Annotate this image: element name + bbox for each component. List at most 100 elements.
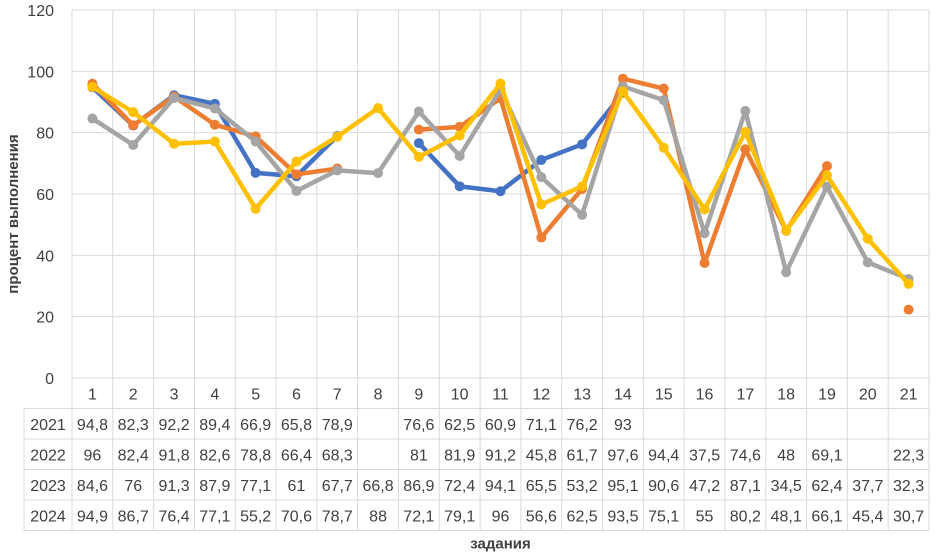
data-point (169, 93, 180, 104)
data-label: 66,4 (281, 447, 312, 464)
data-label: 87,9 (199, 478, 230, 495)
data-label: 93,5 (607, 508, 638, 525)
data-label: 45,4 (852, 508, 883, 525)
data-point (658, 142, 669, 153)
data-label: 62,4 (811, 478, 842, 495)
data-point (740, 144, 751, 155)
data-label: 82,4 (118, 447, 149, 464)
data-point (903, 304, 914, 315)
data-label: 76 (124, 478, 142, 495)
data-label: 94,9 (77, 508, 108, 525)
legend-entry-2021: 2021 (30, 417, 66, 434)
data-label: 66,8 (363, 478, 394, 495)
data-label: 61 (288, 478, 306, 495)
y-tick-label: 40 (36, 248, 54, 265)
data-point (169, 138, 180, 149)
x-tick-label: 1 (88, 386, 97, 403)
x-tick-label: 9 (414, 386, 423, 403)
data-label: 90,6 (648, 478, 679, 495)
y-tick-label: 100 (27, 64, 54, 81)
x-tick-label: 14 (614, 386, 632, 403)
data-point (454, 150, 465, 161)
data-point (128, 120, 139, 131)
data-label: 93 (614, 417, 632, 434)
data-point (291, 169, 302, 180)
data-point (413, 124, 424, 135)
data-point (536, 199, 547, 210)
data-point (413, 106, 424, 117)
data-point (658, 83, 669, 94)
data-label: 76,6 (403, 417, 434, 434)
data-label: 56,6 (526, 508, 557, 525)
legend-entry-2022: 2022 (30, 447, 66, 464)
data-label: 97,6 (607, 447, 638, 464)
data-label: 78,7 (322, 508, 353, 525)
x-axis-label: задания (470, 536, 531, 553)
data-point (128, 139, 139, 150)
data-label: 68,3 (322, 447, 353, 464)
data-point (209, 136, 220, 147)
data-label: 88 (369, 508, 387, 525)
series-line-2023 (90, 84, 911, 282)
data-point (699, 228, 710, 239)
data-point (495, 186, 506, 197)
data-point (536, 172, 547, 183)
data-label: 70,6 (281, 508, 312, 525)
data-point (699, 204, 710, 215)
data-label: 72,4 (444, 478, 475, 495)
data-label: 89,4 (199, 417, 230, 434)
data-point (373, 103, 384, 114)
data-point (821, 181, 832, 192)
data-label: 95,1 (607, 478, 638, 495)
data-label: 87,1 (730, 478, 761, 495)
data-label: 75,1 (648, 508, 679, 525)
x-tick-label: 17 (736, 386, 754, 403)
data-label: 37,7 (852, 478, 883, 495)
data-point (821, 170, 832, 181)
data-label: 82,6 (199, 447, 230, 464)
series-line-2024 (90, 81, 911, 287)
y-tick-label: 80 (36, 126, 54, 143)
data-label: 72,1 (403, 508, 434, 525)
data-label: 22,3 (893, 447, 924, 464)
data-point (87, 113, 98, 124)
data-point (740, 105, 751, 116)
data-label: 77,1 (240, 478, 271, 495)
data-label: 69,1 (811, 447, 842, 464)
data-label: 30,7 (893, 508, 924, 525)
data-point (291, 185, 302, 196)
data-point (577, 139, 588, 150)
x-tick-label: 16 (696, 386, 714, 403)
data-point (781, 267, 792, 278)
data-label: 96 (84, 447, 102, 464)
x-tick-label: 5 (251, 386, 260, 403)
data-label: 37,5 (689, 447, 720, 464)
x-tick-label: 18 (777, 386, 795, 403)
data-point (699, 258, 710, 268)
data-point (862, 257, 873, 268)
data-label: 76,2 (567, 417, 598, 434)
data-label: 65,8 (281, 417, 312, 434)
x-tick-label: 15 (655, 386, 673, 403)
data-label: 81,9 (444, 447, 475, 464)
data-point (87, 81, 98, 92)
y-tick-label: 60 (36, 187, 54, 204)
y-tick-label: 0 (45, 371, 54, 388)
data-label: 32,3 (893, 478, 924, 495)
data-label: 77,1 (199, 508, 230, 525)
data-label: 45,8 (526, 447, 557, 464)
data-label: 92,2 (158, 417, 189, 434)
x-tick-label: 12 (532, 386, 550, 403)
data-point (658, 95, 669, 106)
x-tick-label: 13 (573, 386, 591, 403)
data-label: 94,8 (77, 417, 108, 434)
data-point (495, 78, 506, 89)
y-axis: 0 20 40 60 80 100 120 (27, 3, 54, 388)
data-label: 62,5 (567, 508, 598, 525)
data-label: 65,5 (526, 478, 557, 495)
data-label: 34,5 (771, 478, 802, 495)
x-tick-label: 11 (492, 386, 509, 403)
x-tick-label: 19 (818, 386, 836, 403)
data-point (862, 233, 873, 244)
data-label: 62,5 (444, 417, 475, 434)
